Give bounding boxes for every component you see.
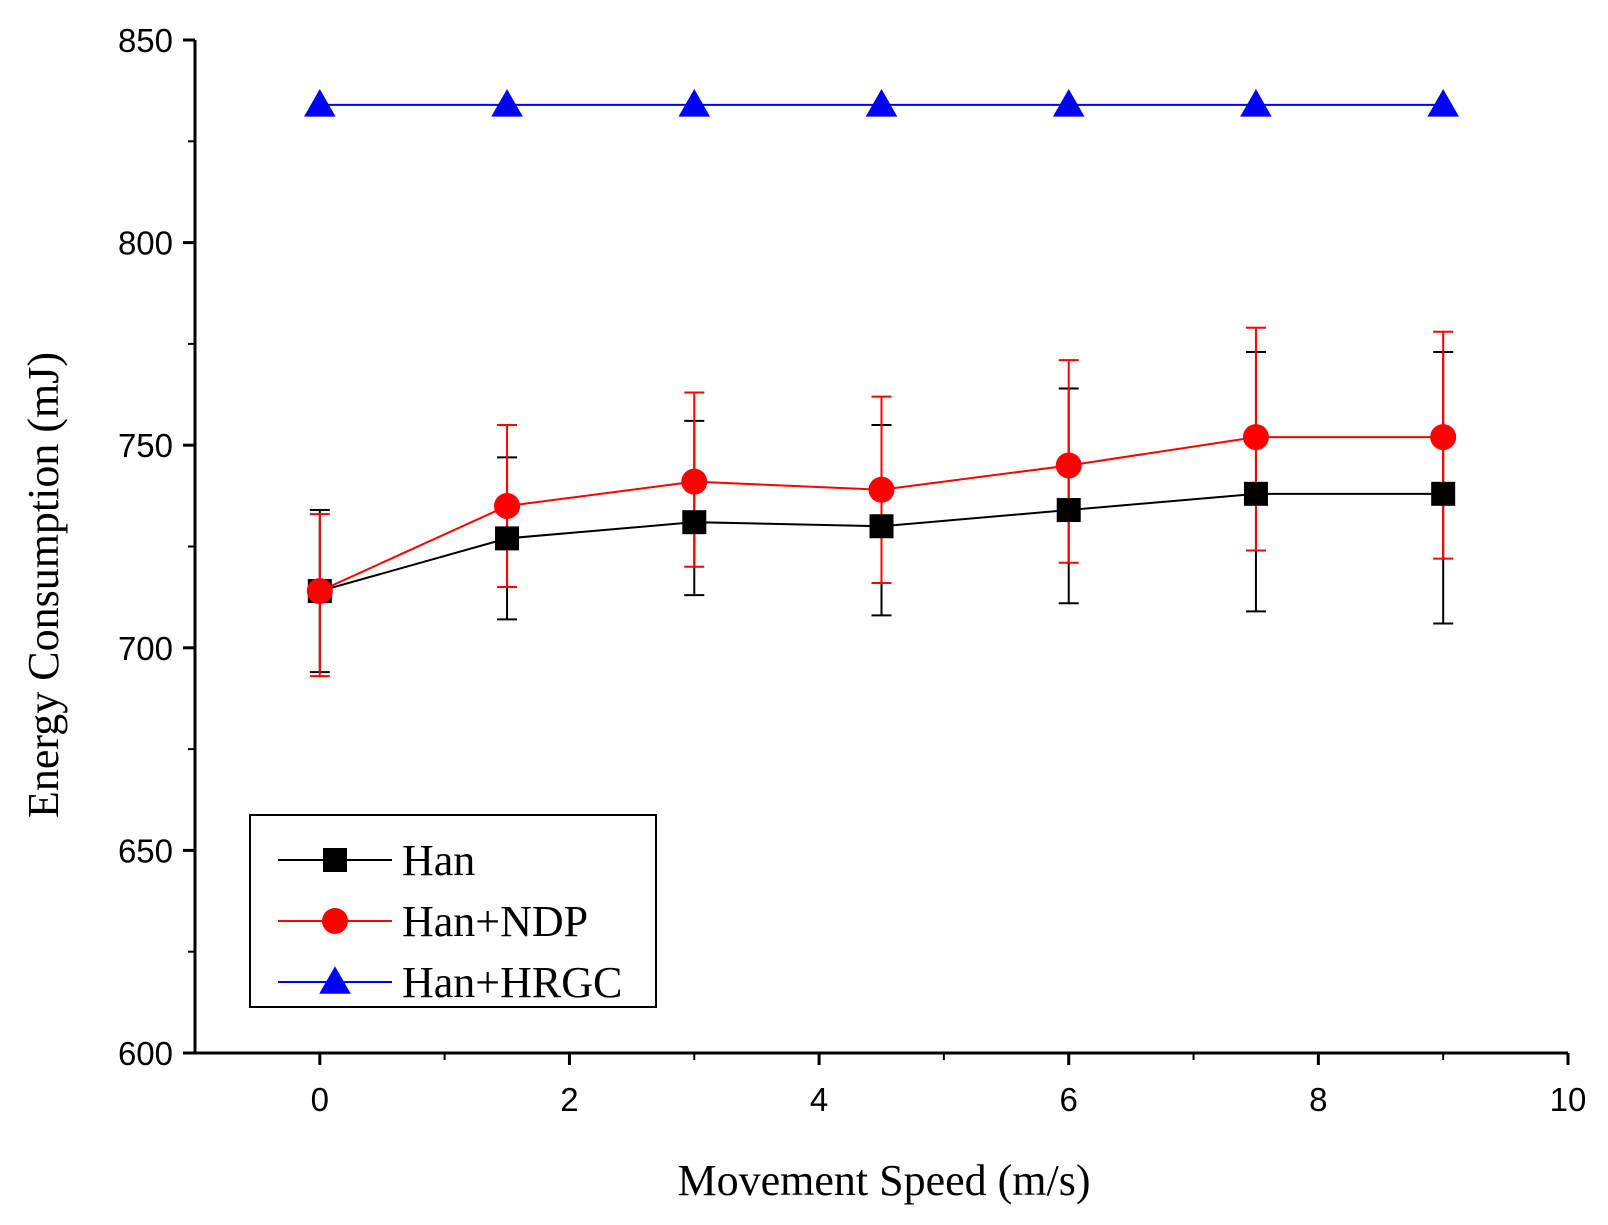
legend-marker-han-hrgc [319,966,351,994]
legend-marker-han [323,848,347,872]
point-han [1243,481,1268,506]
point-han [682,510,707,535]
series-markers [304,89,1459,605]
x-ticks: 0 2 4 6 8 10 [311,1053,1587,1118]
legend: Han Han+NDP Han+HRGC [249,814,657,1008]
legend-marker-han-ndp [322,908,348,934]
y-tick-label: 600 [118,1035,173,1072]
x-tick-label: 4 [810,1081,828,1118]
x-tick-label: 2 [560,1081,578,1118]
point-han-ndp [681,468,708,495]
point-han-ndp [494,492,521,519]
y-axis-title: Energy Consumption (mJ) [19,352,68,818]
x-tick-label: 10 [1550,1081,1587,1118]
y-tick-label: 650 [118,832,173,869]
point-han [869,514,894,539]
point-han [1056,498,1081,523]
point-han-ndp [868,476,895,503]
y-tick-label: 750 [118,427,173,464]
point-han-hrgc [678,89,711,117]
x-tick-label: 6 [1060,1081,1078,1118]
legend-label-han: Han [402,836,475,885]
point-han [1431,481,1456,506]
x-axis-title: Movement Speed (m/s) [677,1156,1090,1205]
point-han-hrgc [491,89,523,117]
point-han [495,526,520,551]
point-han-ndp [1242,424,1269,451]
point-han-hrgc [865,89,898,117]
point-han-ndp [306,578,333,605]
x-tick-label: 0 [311,1081,329,1118]
y-tick-label: 850 [118,22,173,59]
point-han-hrgc [1240,89,1272,117]
point-han-hrgc [1052,89,1085,117]
y-tick-label: 800 [118,225,173,262]
legend-label-han-ndp: Han+NDP [402,897,588,946]
point-han-hrgc [1427,89,1459,117]
point-han-hrgc [304,89,336,117]
x-tick-label: 8 [1309,1081,1327,1118]
point-han-ndp [1055,452,1082,479]
point-han-ndp [1430,424,1457,451]
y-tick-label: 700 [118,630,173,667]
y-ticks: 600 650 700 750 800 850 [118,22,195,1072]
legend-label-han-hrgc: Han+HRGC [402,958,622,1007]
legend-box [249,814,657,1008]
